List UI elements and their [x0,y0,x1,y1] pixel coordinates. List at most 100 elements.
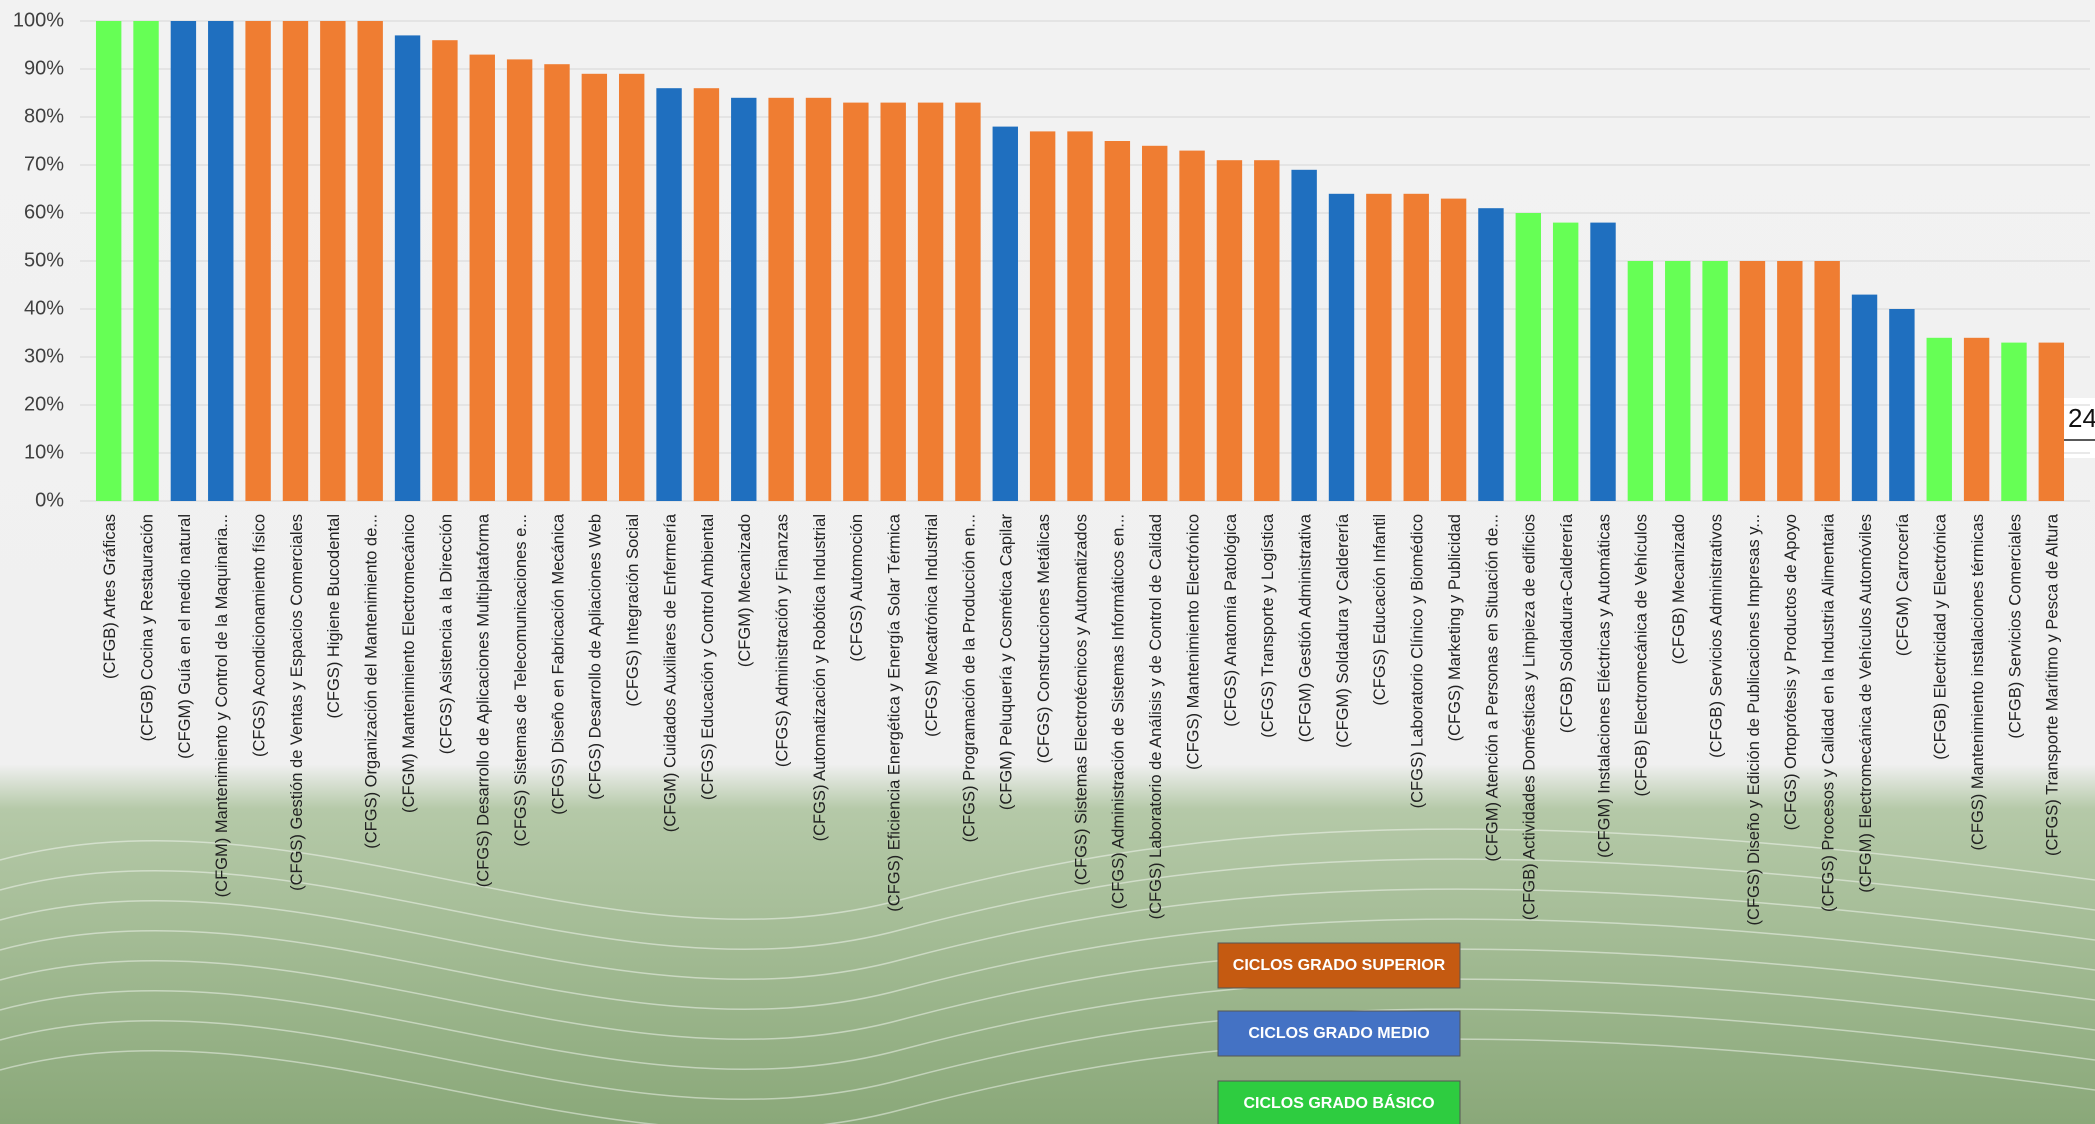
x-tick-label: (CFGS) Transporte Marítimo y Pesca de Al… [2044,513,2062,856]
x-tick-label: (CFGS) Educación Infantil [1371,514,1389,706]
chart: 24 0%10%20%30%40%50%60%70%80%90%100%(CFG… [0,0,2095,1124]
x-tick-label: (CFGS) Automatización y Robótica Industr… [811,514,829,841]
x-tick-label: (CFGB) Electromecánica de Vehículos [1633,514,1651,796]
bar [507,59,532,501]
x-tick-label: (CFGS) Administración de Sistemas Inform… [1110,514,1128,909]
x-tick-label: (CFGM) Electromecánica de Vehículos Auto… [1857,514,1875,893]
x-tick-label: (CFGB) Actividades Domésticas y Limpieza… [1521,514,1539,920]
bar [768,98,793,501]
bar [1478,208,1503,501]
bar [395,35,420,501]
x-tick-label: (CFGS) Laboratorio Clínico y Biomédico [1409,514,1427,808]
x-tick-label: (CFGB) Mecanizado [1670,514,1688,664]
x-tick-label: (CFGB) Soldadura-Calderería [1558,513,1576,733]
bar [694,88,719,501]
bar [806,98,831,501]
x-tick-label: (CFGS) Transporte y Logística [1259,513,1277,738]
bar [1590,223,1615,501]
bar [432,40,457,501]
x-tick-label: (CFGS) Marketing y Publicidad [1446,514,1464,741]
y-tick-label: 0% [35,489,64,511]
x-tick-label: (CFGS) Sistemas Electrotécnicos y Automa… [1072,514,1090,885]
bar [1628,261,1653,501]
y-tick-label: 50% [24,249,64,271]
bar [656,88,681,501]
bar [1553,223,1578,501]
x-tick-label: (CFGS) Integración Social [624,514,642,707]
x-tick-label: (CFGB) Cocina y Restauración [138,514,156,741]
bar [1889,309,1914,501]
bar [245,21,270,501]
x-tick-label: (CFGS) Desarrollo de Apliaciones Web [587,514,605,800]
bar [2001,343,2026,501]
x-tick-label: (CFGS) Programación de la Producción en.… [960,514,978,842]
y-tick-label: 20% [24,393,64,415]
x-tick-label: (CFGS) Eficiencia Energética y Energía S… [886,513,904,911]
x-tick-label: (CFGS) Diseño en Fabricación Mecánica [549,513,567,815]
side-label: 24 [2068,403,2095,433]
x-tick-label: (CFGS) Higiene Bucodental [325,514,343,719]
bar [1964,338,1989,501]
x-tick-label: (CFGS) Automoción [848,514,866,662]
x-tick-label: (CFGS) Construcciones Metálicas [1035,514,1053,763]
bar [1067,131,1092,501]
legend-label: CICLOS GRADO MEDIO [1248,1025,1429,1042]
x-tick-label: (CFGM) Mantenimiento Electromecánico [400,514,418,813]
x-tick-label: (CFGM) Instalaciones Eléctricas y Automá… [1595,514,1613,858]
x-tick-label: (CFGS) Laboratorio de Análisis y de Cont… [1147,514,1165,919]
bar [1179,151,1204,501]
x-tick-label: (CFGS) Mantenimiento Electrónico [1184,514,1202,770]
bar [357,21,382,501]
y-tick-label: 80% [24,105,64,127]
legend-label: CICLOS GRADO SUPERIOR [1233,957,1446,974]
x-tick-label: (CFGM) Mecanizado [736,514,754,667]
bar [1142,146,1167,501]
y-tick-label: 90% [24,57,64,79]
bar [283,21,308,501]
bar [1105,141,1130,501]
x-tick-label: (CFGS) Desarrollo de Aplicaciones Multip… [475,513,493,887]
y-tick-label: 10% [24,441,64,463]
bar [470,55,495,501]
bar [918,103,943,501]
bar [843,103,868,501]
bar [1702,261,1727,501]
x-tick-label: (CFGS) Administración y Finanzas [773,514,791,767]
bar [993,127,1018,501]
bar [96,21,121,501]
x-tick-label: (CFGB) Servicios Comerciales [2006,514,2024,739]
x-tick-label: (CFGS) Anatomía Patológica [1222,513,1240,727]
bar [171,21,196,501]
x-tick-label: (CFGS) Gestión de Ventas y Espacios Come… [288,514,306,891]
bar [881,103,906,501]
bar [1927,338,1952,501]
bar [133,21,158,501]
legend-label: CICLOS GRADO BÁSICO [1243,1093,1434,1112]
page: 24 0%10%20%30%40%50%60%70%80%90%100%(CFG… [0,0,2095,1124]
bar [582,74,607,501]
x-tick-label: (CFGM) Soldadura y Calderería [1334,513,1352,748]
bar [1814,261,1839,501]
bar [1441,199,1466,501]
x-tick-label: (CFGS) Sistemas de Telecomunicaciones e.… [512,514,530,847]
bar [731,98,756,501]
bar [1404,194,1429,501]
x-tick-label: (CFGB) Servicios Administrativos [1707,514,1725,758]
bar [1852,295,1877,501]
bar [619,74,644,501]
bar [1366,194,1391,501]
bar [320,21,345,501]
x-tick-label: (CFGM) Mantenimiento y Control de la Maq… [213,514,231,897]
x-tick-label: (CFGM) Cuidados Auxiliares de Enfermería [661,513,679,832]
y-tick-label: 100% [13,9,64,31]
bar [955,103,980,501]
bar [1777,261,1802,501]
bar [1665,261,1690,501]
x-tick-label: (CFGS) Diseño y Edición de Publicaciones… [1745,514,1763,925]
x-tick-label: (CFGS) Ortoprótesis y Productos de Apoyo [1782,514,1800,830]
x-tick-label: (CFGM) Gestión Administrativa [1297,513,1315,742]
x-tick-label: (CFGS) Organización del Mantenimiento de… [363,514,381,849]
x-tick-label: (CFGS) Mantenimiento instalaciones térmi… [1969,514,1987,851]
bar [544,64,569,501]
x-tick-label: (CFGS) Procesos y Calidad en la Industri… [1820,513,1838,912]
